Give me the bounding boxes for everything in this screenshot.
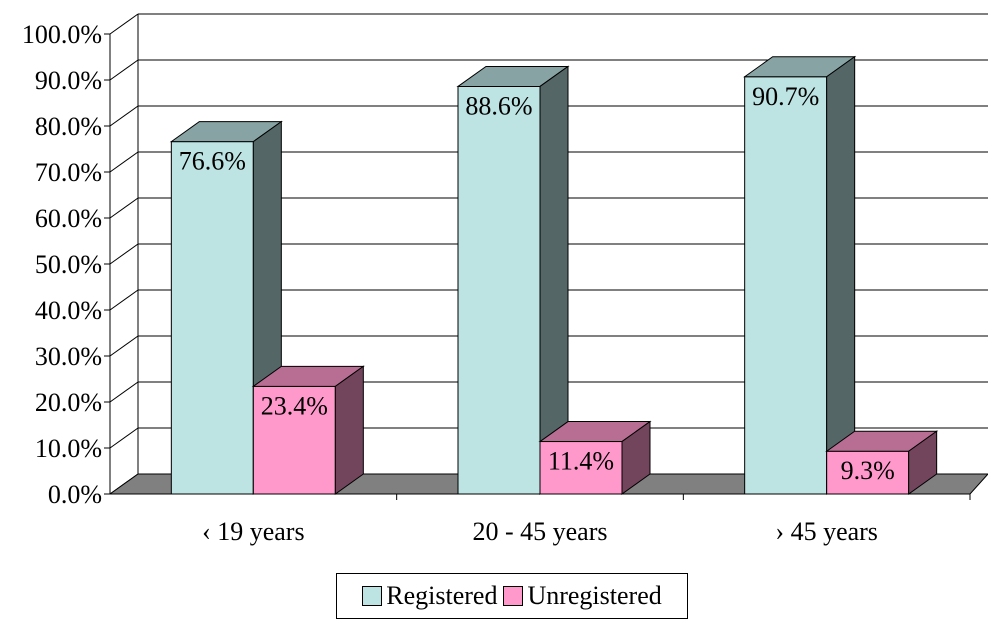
gridline-side	[109, 243, 139, 265]
bar-side	[621, 420, 651, 495]
legend-swatch-registered	[362, 586, 383, 606]
data-label: 23.4%	[261, 391, 328, 420]
bar-front	[170, 141, 254, 495]
bar-front	[252, 385, 336, 495]
x-tick-label: ‹ 19 years	[202, 517, 305, 546]
gridline-side	[109, 59, 139, 81]
gridline-side	[109, 13, 139, 35]
y-tick-label: 80.0%	[35, 112, 102, 141]
x-tick-label: › 45 years	[775, 517, 878, 546]
y-tick-label: 20.0%	[35, 388, 102, 417]
legend-label-registered: Registered	[386, 581, 498, 610]
bar-side	[826, 55, 856, 495]
y-tick-label: 0.0%	[48, 480, 102, 509]
gridline-side	[109, 427, 139, 449]
bar-unregistered-0	[251, 365, 365, 495]
bar-front	[539, 441, 623, 495]
gridline-side	[109, 197, 139, 219]
y-axis-ticks: 0.0% 10.0% 20.0% 30.0% 40.0% 50.0% 60.0% 70.0% 8…	[22, 20, 110, 509]
y-tick-label: 90.0%	[35, 66, 102, 95]
data-labels: 76.6% 23.4% 88.6% 11.4% 90.7% 9.3%	[179, 82, 895, 485]
legend-label-unregistered: Unregistered	[527, 581, 662, 610]
gridline-side	[109, 381, 139, 403]
gridline-side	[109, 289, 139, 311]
y-tick-label: 50.0%	[35, 250, 102, 279]
legend-swatch-unregistered	[503, 586, 524, 606]
y-tick-label: 40.0%	[35, 296, 102, 325]
bar-registered-0	[169, 120, 283, 495]
data-label: 9.3%	[841, 456, 895, 485]
data-label: 88.6%	[465, 91, 532, 120]
gridline-side	[109, 151, 139, 173]
bar-front	[457, 85, 541, 495]
bar-registered-1	[456, 65, 570, 495]
data-label: 76.6%	[179, 147, 246, 176]
gridline-side	[109, 335, 139, 357]
bar-registered-2	[743, 55, 857, 495]
legend-item-registered: Registered	[362, 581, 497, 611]
gridline-side	[109, 105, 139, 127]
bar-unregistered-1	[538, 420, 652, 495]
bar-front	[744, 76, 828, 495]
legend: Registered Unregistered	[336, 573, 688, 619]
bar-side	[334, 365, 364, 495]
data-label: 11.4%	[548, 447, 614, 476]
y-tick-label: 30.0%	[35, 342, 102, 371]
y-tick-label: 60.0%	[35, 204, 102, 233]
y-tick-label: 70.0%	[35, 158, 102, 187]
bar-side	[908, 430, 938, 495]
bars	[169, 55, 939, 495]
bar-front	[826, 450, 910, 495]
y-tick-label: 10.0%	[35, 434, 102, 463]
x-tick-label: 20 - 45 years	[472, 517, 607, 546]
y-tick-label: 100.0%	[22, 20, 102, 49]
bar-unregistered-2	[825, 430, 939, 495]
legend-item-unregistered: Unregistered	[503, 581, 662, 611]
data-label: 90.7%	[752, 82, 819, 111]
x-axis-ticks: ‹ 19 years 20 - 45 years › 45 years	[202, 517, 878, 546]
